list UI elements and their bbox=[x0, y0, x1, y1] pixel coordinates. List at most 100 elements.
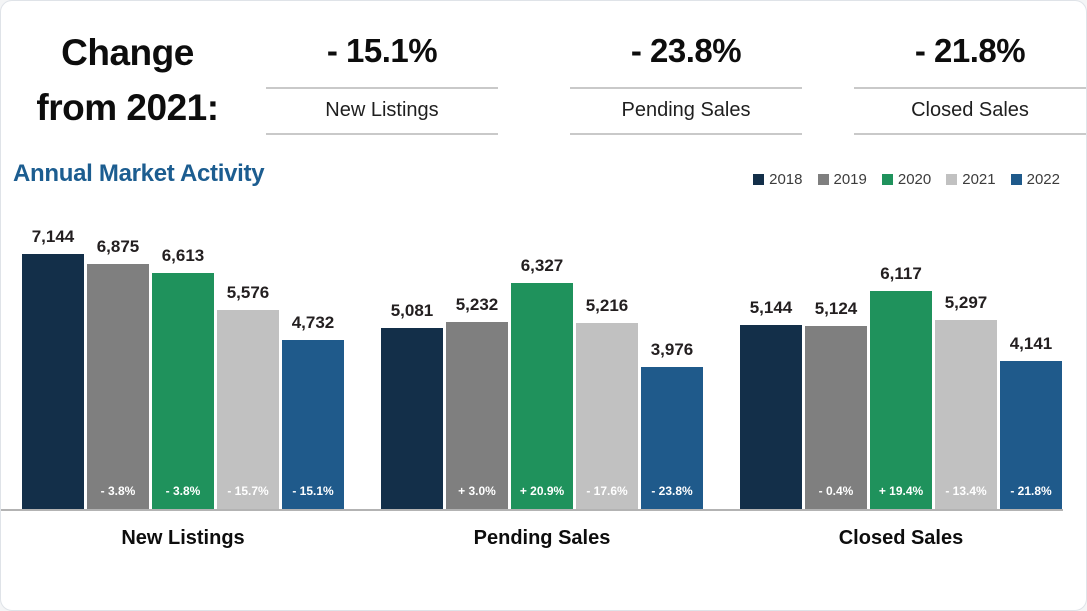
legend-item-2019: 2019 bbox=[817, 170, 867, 188]
bar-pct-label: - 3.8% bbox=[100, 483, 136, 498]
category-label-row: New Listings Pending Sales Closed Sales bbox=[1, 527, 1086, 550]
stat-divider-bottom bbox=[570, 133, 802, 135]
stat-value: - 21.8% bbox=[914, 32, 1026, 69]
bar-col-2020-closed-sales: 6,117 + 19.4% bbox=[870, 264, 932, 509]
header-stats-section: Change from 2021: - 15.1% New Listings -… bbox=[1, 1, 1086, 136]
bar-value-label: 4,732 bbox=[291, 312, 335, 332]
chart-title: Annual Market Activity bbox=[13, 159, 265, 187]
bar-col-2022-closed-sales: 4,141 - 21.8% bbox=[1000, 334, 1062, 509]
bar-2018-pending-sales bbox=[381, 327, 443, 509]
category-label-new-listings: New Listings bbox=[121, 526, 245, 549]
bar-value-label: 5,124 bbox=[814, 298, 858, 318]
legend-swatch-2018 bbox=[753, 173, 765, 185]
bar-pct-label: - 21.8% bbox=[1010, 483, 1052, 498]
stat-divider-top bbox=[266, 87, 498, 89]
bar-value-label: 6,327 bbox=[520, 255, 564, 275]
stat-new-listings: - 15.1% New Listings bbox=[266, 26, 498, 135]
bar-col-2019-new-listings: 6,875 - 3.8% bbox=[87, 237, 149, 509]
stat-pending-sales: - 23.8% Pending Sales bbox=[570, 26, 802, 135]
bar-2019-closed-sales: - 0.4% bbox=[805, 325, 867, 509]
plot-area: 7,144 6,875 - 3.8% 6,613 - 3.8% 5,576 - 15.7% 4… bbox=[1, 226, 1063, 511]
change-from-line1: Change bbox=[61, 32, 194, 73]
bar-pct-label: - 3.8% bbox=[165, 483, 201, 498]
bar-value-label: 7,144 bbox=[31, 226, 75, 246]
bar-2020-closed-sales: + 19.4% bbox=[870, 290, 932, 509]
bar-group-closed-sales: 5,144 5,124 - 0.4% 6,117 + 19.4% 5,297 - 13.4%… bbox=[740, 264, 1062, 509]
bar-2019-pending-sales: + 3.0% bbox=[446, 321, 508, 509]
bar-col-2021-closed-sales: 5,297 - 13.4% bbox=[935, 293, 997, 509]
stat-divider-top bbox=[854, 87, 1086, 89]
bar-col-2018-new-listings: 7,144 bbox=[22, 227, 84, 509]
legend-item-2018: 2018 bbox=[753, 170, 803, 188]
legend-swatch-2022 bbox=[1010, 173, 1022, 185]
bar-value-label: 5,576 bbox=[226, 282, 270, 302]
bar-2022-pending-sales: - 23.8% bbox=[641, 366, 703, 509]
bar-col-2022-new-listings: 4,732 - 15.1% bbox=[282, 313, 344, 509]
bar-col-2020-pending-sales: 6,327 + 20.9% bbox=[511, 256, 573, 509]
bar-col-2018-closed-sales: 5,144 bbox=[740, 298, 802, 509]
bar-pct-label: + 19.4% bbox=[878, 483, 924, 498]
bar-col-2020-new-listings: 6,613 - 3.8% bbox=[152, 246, 214, 509]
bar-value-label: 5,216 bbox=[585, 295, 629, 315]
legend-item-2021: 2021 bbox=[946, 170, 996, 188]
bar-2019-new-listings: - 3.8% bbox=[87, 263, 149, 509]
bar-col-2019-closed-sales: 5,124 - 0.4% bbox=[805, 299, 867, 509]
bar-value-label: 4,141 bbox=[1009, 333, 1053, 353]
stat-divider-bottom bbox=[854, 133, 1086, 135]
bar-pct-label: - 17.6% bbox=[586, 483, 628, 498]
bar-pct-label: - 13.4% bbox=[945, 483, 987, 498]
bar-col-2018-pending-sales: 5,081 bbox=[381, 301, 443, 509]
stat-value: - 23.8% bbox=[630, 32, 742, 69]
bar-2018-closed-sales bbox=[740, 324, 802, 509]
stat-label: New Listings bbox=[325, 99, 439, 121]
bar-col-2022-pending-sales: 3,976 - 23.8% bbox=[641, 340, 703, 509]
bar-2021-closed-sales: - 13.4% bbox=[935, 319, 997, 509]
stat-divider-bottom bbox=[266, 133, 498, 135]
bar-value-label: 6,875 bbox=[96, 236, 140, 256]
legend-item-2022: 2022 bbox=[1010, 170, 1060, 188]
stat-label: Closed Sales bbox=[911, 99, 1029, 121]
category-label-pending-sales: Pending Sales bbox=[473, 526, 611, 549]
stat-closed-sales: - 21.8% Closed Sales bbox=[854, 26, 1086, 135]
bar-2020-pending-sales: + 20.9% bbox=[511, 282, 573, 509]
bar-2022-new-listings: - 15.1% bbox=[282, 339, 344, 509]
bar-pct-label: - 23.8% bbox=[651, 483, 693, 498]
stats-row: - 15.1% New Listings - 23.8% Pending Sal… bbox=[254, 26, 1086, 135]
bar-2022-closed-sales: - 21.8% bbox=[1000, 360, 1062, 509]
change-from-line2: from 2021: bbox=[36, 86, 219, 128]
bar-value-label: 5,232 bbox=[455, 294, 499, 314]
legend-swatch-2020 bbox=[881, 173, 893, 185]
bar-group-pending-sales: 5,081 5,232 + 3.0% 6,327 + 20.9% 5,216 - 17.6%… bbox=[381, 256, 703, 509]
bar-value-label: 3,976 bbox=[650, 339, 694, 359]
legend-label-2018: 2018 bbox=[769, 170, 803, 188]
bar-value-label: 5,297 bbox=[944, 292, 988, 312]
bar-group-new-listings: 7,144 6,875 - 3.8% 6,613 - 3.8% 5,576 - 15.7% 4… bbox=[22, 227, 344, 509]
change-from-label: Change from 2021: bbox=[1, 26, 254, 136]
legend-swatch-2019 bbox=[817, 173, 829, 185]
bar-col-2021-pending-sales: 5,216 - 17.6% bbox=[576, 296, 638, 509]
bar-2018-new-listings bbox=[22, 253, 84, 509]
bar-col-2019-pending-sales: 5,232 + 3.0% bbox=[446, 295, 508, 509]
legend-label-2020: 2020 bbox=[897, 170, 932, 188]
legend-label-2021: 2021 bbox=[962, 170, 996, 188]
bar-2020-new-listings: - 3.8% bbox=[152, 272, 214, 509]
legend-label-2022: 2022 bbox=[1026, 170, 1060, 188]
bar-pct-label: - 15.7% bbox=[227, 483, 269, 498]
bar-value-label: 5,081 bbox=[390, 300, 434, 320]
chart-legend: 2018 2019 2020 2021 2022 bbox=[753, 171, 1060, 188]
stat-label: Pending Sales bbox=[621, 99, 751, 121]
bar-value-label: 6,117 bbox=[880, 263, 922, 283]
bar-value-label: 6,613 bbox=[161, 245, 205, 265]
bar-2021-new-listings: - 15.7% bbox=[217, 309, 279, 509]
category-label-closed-sales: Closed Sales bbox=[838, 526, 964, 549]
legend-label-2019: 2019 bbox=[833, 170, 867, 188]
bar-pct-label: + 20.9% bbox=[519, 483, 565, 498]
bar-2021-pending-sales: - 17.6% bbox=[576, 322, 638, 509]
legend-item-2020: 2020 bbox=[881, 170, 932, 188]
chart-title-row: Annual Market Activity 2018 2019 2020 2021 2… bbox=[1, 136, 1086, 188]
stat-divider-top bbox=[570, 87, 802, 89]
bar-col-2021-new-listings: 5,576 - 15.7% bbox=[217, 283, 279, 509]
bar-pct-label: + 3.0% bbox=[458, 483, 496, 498]
bar-pct-label: - 15.1% bbox=[292, 483, 334, 498]
